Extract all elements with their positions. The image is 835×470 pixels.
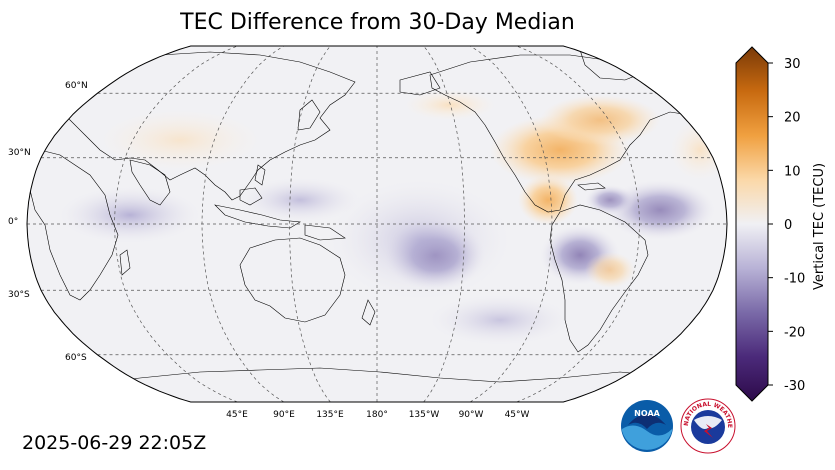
anomaly-negative-caribbean <box>585 185 635 215</box>
coastline-indonesia <box>214 204 301 229</box>
anomaly-positive-brazil <box>585 252 635 288</box>
colorbar-tick-label: 0 <box>784 218 792 233</box>
colorbar-tick-label: 30 <box>784 57 801 72</box>
colorbar-tick-label: 10 <box>784 164 801 179</box>
meridian-line <box>423 46 465 402</box>
meridian-line <box>289 46 331 402</box>
anomaly-positive-central-america <box>518 175 578 225</box>
anomaly-positive-asia <box>100 110 260 170</box>
gridlines <box>27 46 727 402</box>
coastline-cuba <box>577 182 606 191</box>
colorbar-tick-label: 20 <box>784 111 801 126</box>
globe-outline <box>26 45 728 403</box>
colorbar-tick-label: -30 <box>784 379 805 394</box>
coastline-asia <box>59 51 356 201</box>
lon-label-135e: 135°E <box>316 410 344 420</box>
lat-label-0: 0° <box>8 217 18 227</box>
anomaly-negative-west-pacific <box>240 178 360 222</box>
anomaly-negative-indian-ocean <box>60 187 200 243</box>
lat-label-60n: 60°N <box>65 81 88 91</box>
meridian-line <box>516 46 640 402</box>
coastline-philippines <box>254 164 266 186</box>
lon-label-180: 180° <box>366 410 388 420</box>
colorbar-tick-label: -10 <box>784 272 805 287</box>
colorbar-ticks: 30 20 10 0 -10 -20 -30 <box>768 57 805 394</box>
lon-label-90e: 90°E <box>273 410 295 420</box>
anomaly-positive-canada <box>540 95 660 145</box>
coastline-borneo <box>239 187 263 206</box>
colorbar-body <box>735 46 769 402</box>
noaa-logo: NOAA <box>621 400 673 452</box>
meridian-line <box>469 46 553 402</box>
figure-title: TEC Difference from 30-Day Median <box>180 10 575 35</box>
lon-label-45e: 45°E <box>226 410 248 420</box>
longitude-labels: 45°E 90°E 135°E 180° 135°W 90°W 45°W <box>226 410 529 420</box>
lon-label-135w: 135°W <box>409 410 440 420</box>
anomaly-field <box>60 90 727 345</box>
coastline-alaska <box>399 71 441 96</box>
nws-logo: NATIONAL WEATHER SERVICE <box>680 398 736 454</box>
lat-label-60s: 60°S <box>65 353 87 363</box>
coastline-new-guinea <box>304 224 346 241</box>
meridian-line <box>114 46 238 402</box>
lon-label-90w: 90°W <box>459 410 484 420</box>
colorbar-tick-label: -20 <box>784 325 805 340</box>
coastline-india <box>129 159 171 206</box>
lon-label-45w: 45°W <box>505 410 530 420</box>
anomaly-positive-north-pacific <box>405 90 495 120</box>
anomaly-negative-south-pacific-halo <box>330 180 510 300</box>
noaa-logo-text: NOAA <box>634 409 660 418</box>
latitude-labels: 60°N 30°N 0° 30°S 60°S <box>8 81 88 363</box>
lat-label-30n: 30°N <box>8 148 31 158</box>
coastline-new-zealand <box>361 299 376 326</box>
meridian-line <box>201 46 285 402</box>
anomaly-negative-south-pacific-east <box>430 295 570 345</box>
colorbar-label: Vertical TEC (TECU) <box>812 162 827 290</box>
timestamp: 2025-06-29 22:05Z <box>22 432 207 454</box>
globe <box>26 45 728 403</box>
coastline-australia <box>239 237 346 323</box>
lat-label-30s: 30°S <box>8 290 30 300</box>
coastline-south-america <box>549 204 649 353</box>
coastline-madagascar <box>119 249 131 276</box>
